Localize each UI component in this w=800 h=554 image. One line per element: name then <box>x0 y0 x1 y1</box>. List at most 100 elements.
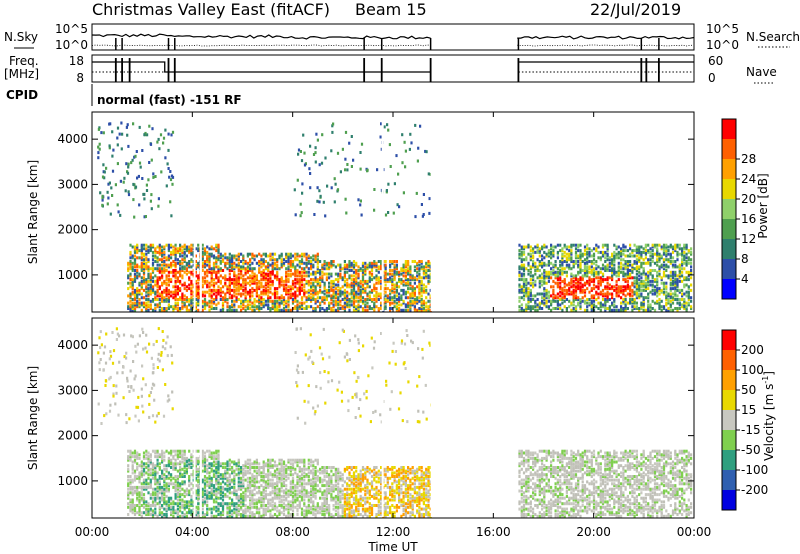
range-cell <box>532 260 535 263</box>
range-cell <box>624 274 627 278</box>
range-cell <box>260 265 263 269</box>
range-cell <box>172 274 175 278</box>
range-cell <box>167 167 170 170</box>
range-cell <box>156 458 159 462</box>
range-cell <box>640 288 643 292</box>
range-cell <box>136 303 139 307</box>
range-cell <box>572 288 575 292</box>
range-cell <box>172 464 175 468</box>
range-cell <box>518 243 521 247</box>
range-cell <box>179 485 182 489</box>
range-cell <box>174 480 177 484</box>
range-cell <box>649 254 652 258</box>
range-cell <box>129 485 132 489</box>
range-cell <box>411 278 414 282</box>
range-cell <box>676 258 679 262</box>
range-cell <box>690 296 693 300</box>
range-cell <box>352 308 356 312</box>
range-cell <box>142 254 146 258</box>
range-cell <box>660 245 663 249</box>
range-cell <box>201 480 204 484</box>
range-cell <box>237 258 240 262</box>
range-cell <box>352 274 356 278</box>
range-cell <box>631 299 634 303</box>
range-cell <box>188 263 191 267</box>
range-cell <box>328 290 331 294</box>
range-cell <box>328 288 331 292</box>
range-cell <box>599 278 602 282</box>
range-cell <box>376 168 379 172</box>
range-cell <box>201 265 204 269</box>
range-cell <box>586 298 589 301</box>
range-cell <box>398 272 401 276</box>
range-cell <box>163 260 166 263</box>
range-cell <box>219 260 222 263</box>
range-cell <box>554 294 557 298</box>
range-cell <box>346 283 349 287</box>
range-cell <box>285 292 288 296</box>
range-cell <box>219 254 222 258</box>
range-cell <box>188 283 191 287</box>
range-cell <box>620 301 623 305</box>
range-cell <box>140 482 143 486</box>
range-cell <box>278 278 281 282</box>
range-cell <box>174 509 177 513</box>
range-cell <box>172 270 175 274</box>
range-cell <box>185 505 188 509</box>
range-cell <box>136 292 139 296</box>
range-cell <box>208 261 211 265</box>
range-cell <box>638 250 641 254</box>
range-cell <box>287 258 290 262</box>
range-cell <box>194 265 197 269</box>
range-cell <box>590 249 593 253</box>
range-cell <box>586 252 589 256</box>
range-cell <box>554 281 557 285</box>
range-cell <box>212 267 216 271</box>
range-cell <box>133 245 137 249</box>
range-cell <box>185 247 188 251</box>
range-cell <box>316 265 319 269</box>
range-cell <box>414 215 417 219</box>
range-cell <box>276 308 279 312</box>
range-cell <box>172 467 175 471</box>
range-cell <box>319 281 322 285</box>
range-cell <box>407 301 410 305</box>
range-cell <box>364 298 367 301</box>
range-cell <box>149 303 152 307</box>
range-cell <box>215 514 218 518</box>
range-cell <box>644 285 647 289</box>
range-cell <box>172 263 175 267</box>
range-cell <box>285 272 288 276</box>
range-cell <box>543 276 546 280</box>
range-cell <box>260 281 263 285</box>
range-cell <box>626 276 629 280</box>
range-cell <box>151 449 155 453</box>
range-cell <box>212 455 216 459</box>
range-cell <box>541 263 544 267</box>
range-cell <box>359 269 362 272</box>
range-cell <box>183 301 186 305</box>
range-cell <box>638 258 641 262</box>
range-cell <box>574 252 578 256</box>
range-cell <box>151 298 155 301</box>
range-cell <box>165 500 168 504</box>
range-cell <box>215 493 218 497</box>
range-cell <box>407 263 410 267</box>
range-cell <box>206 496 209 500</box>
range-cell <box>145 478 148 482</box>
range-cell <box>185 267 188 271</box>
range-cell <box>258 260 261 263</box>
range-cell <box>357 305 360 309</box>
range-cell <box>375 261 378 265</box>
range-cell <box>332 296 335 300</box>
range-cell <box>346 168 349 172</box>
range-cell <box>190 283 193 287</box>
range-cell <box>194 288 197 292</box>
range-cell <box>278 308 281 312</box>
range-cell <box>174 288 177 292</box>
range-cell <box>425 270 428 274</box>
range-cell <box>151 267 155 271</box>
range-cell <box>107 196 110 200</box>
range-cell <box>276 267 279 271</box>
range-cell <box>572 303 575 307</box>
